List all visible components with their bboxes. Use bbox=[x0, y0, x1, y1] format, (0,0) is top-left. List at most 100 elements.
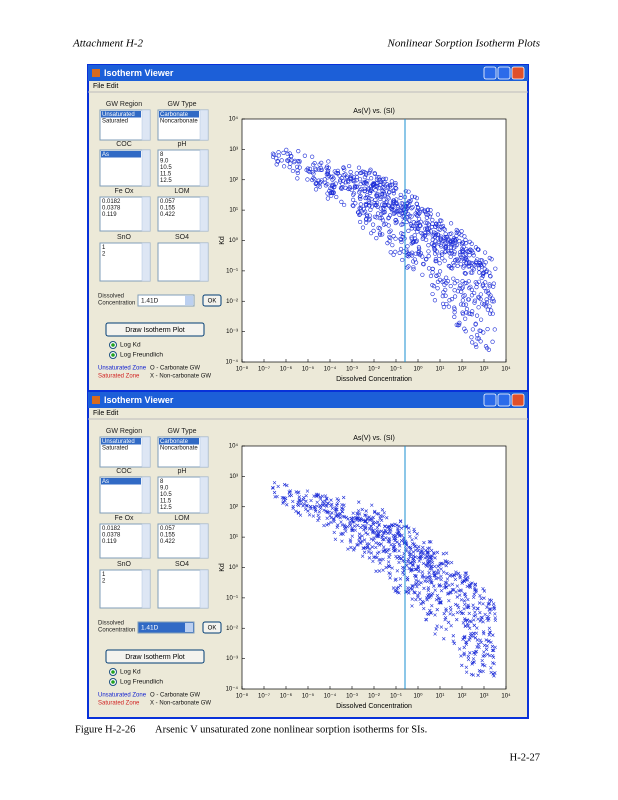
list-item[interactable]: 2 bbox=[102, 579, 106, 585]
list-item[interactable]: 11.5 bbox=[160, 172, 172, 178]
scatter-point bbox=[394, 577, 398, 581]
list-item[interactable]: 0.119 bbox=[102, 212, 117, 218]
scatter-point bbox=[444, 563, 448, 568]
draw-button[interactable] bbox=[105, 322, 205, 337]
list-item[interactable]: 8 bbox=[160, 479, 164, 485]
concentration-dropdown[interactable] bbox=[137, 294, 195, 307]
ok-button[interactable] bbox=[202, 621, 222, 634]
list-item[interactable]: 12.5 bbox=[160, 505, 172, 511]
scatter-point bbox=[387, 204, 392, 209]
scatter-point bbox=[453, 602, 458, 607]
list-box[interactable] bbox=[157, 569, 209, 609]
maximize-button[interactable] bbox=[497, 66, 511, 80]
scatter-point bbox=[322, 508, 326, 512]
scatter-point bbox=[362, 175, 367, 180]
scatter-point bbox=[425, 575, 430, 579]
list-box[interactable] bbox=[157, 149, 209, 187]
list-item[interactable]: 0.155 bbox=[160, 206, 176, 212]
scatter-point bbox=[483, 612, 487, 617]
close-button[interactable] bbox=[511, 66, 525, 80]
maximize-button[interactable] bbox=[497, 393, 511, 407]
scatter-point bbox=[291, 506, 295, 510]
list-item[interactable]: 0.422 bbox=[160, 212, 176, 218]
scatter-point bbox=[445, 278, 451, 284]
scatter-point bbox=[459, 229, 464, 234]
scatter-point bbox=[422, 586, 426, 591]
scatter-point bbox=[391, 211, 396, 217]
list-item[interactable]: 0.155 bbox=[160, 533, 176, 539]
scatter-point bbox=[478, 292, 483, 297]
y-tick-label: 10⁻⁴ bbox=[226, 359, 239, 366]
list-item[interactable]: 0.422 bbox=[160, 539, 176, 545]
scatter-point bbox=[452, 573, 456, 577]
minimize-button[interactable] bbox=[483, 66, 497, 80]
list-box[interactable] bbox=[99, 196, 151, 232]
list-scrollbar bbox=[141, 242, 151, 282]
scatter-point bbox=[346, 517, 350, 521]
list-item[interactable]: 0.0182 bbox=[102, 199, 121, 205]
scatter-point bbox=[324, 509, 328, 513]
list-item[interactable]: 1 bbox=[102, 572, 106, 578]
scatter-point bbox=[312, 504, 317, 509]
menu-bar[interactable]: File Edit bbox=[93, 410, 118, 417]
scatter-point bbox=[379, 542, 383, 546]
scatter-point bbox=[490, 311, 495, 316]
list-item[interactable]: Saturated bbox=[102, 446, 128, 452]
minimize-button[interactable] bbox=[483, 393, 497, 407]
list-item[interactable]: 10.5 bbox=[160, 492, 172, 498]
list-item[interactable]: 12.5 bbox=[160, 178, 172, 184]
list-item[interactable]: 0.0182 bbox=[102, 526, 121, 532]
list-item[interactable]: Carbonate bbox=[160, 439, 189, 445]
list-item[interactable]: 0.119 bbox=[102, 539, 117, 545]
list-item[interactable]: 9.0 bbox=[160, 159, 169, 165]
list-item[interactable]: 1 bbox=[102, 245, 106, 251]
list-item[interactable]: Saturated bbox=[102, 119, 128, 125]
list-item[interactable]: 11.5 bbox=[160, 499, 172, 505]
scatter-point bbox=[357, 190, 362, 195]
list-scrollbar bbox=[141, 149, 151, 187]
scatter-point bbox=[448, 612, 452, 616]
list-item[interactable]: Noncarbonate bbox=[160, 446, 198, 452]
concentration-dropdown[interactable] bbox=[137, 621, 195, 634]
scatter-point bbox=[340, 531, 344, 536]
menu-bar[interactable]: File Edit bbox=[93, 83, 118, 90]
list-box[interactable] bbox=[99, 569, 151, 609]
scatter-point bbox=[380, 232, 385, 237]
scatter-point bbox=[282, 496, 286, 500]
list-item[interactable]: 9.0 bbox=[160, 486, 169, 492]
list-item[interactable]: 8 bbox=[160, 152, 164, 158]
scatter-point bbox=[359, 186, 364, 192]
scatter-point bbox=[490, 653, 495, 658]
list-item[interactable]: Noncarbonate bbox=[160, 119, 198, 125]
scatter-point bbox=[434, 597, 439, 602]
x-tick-label: 10⁻⁷ bbox=[258, 366, 270, 373]
list-item[interactable]: 0.0378 bbox=[102, 533, 121, 539]
scatter-point bbox=[441, 278, 446, 283]
list-box[interactable] bbox=[99, 523, 151, 559]
scatter-point bbox=[401, 571, 405, 575]
list-item[interactable]: Unsaturated bbox=[102, 439, 135, 445]
list-item[interactable]: As bbox=[102, 152, 109, 158]
scatter-point bbox=[391, 549, 396, 553]
list-item[interactable]: 2 bbox=[102, 252, 106, 258]
scatter-point bbox=[443, 618, 447, 622]
list-item[interactable]: 0.0378 bbox=[102, 206, 121, 212]
ok-button[interactable] bbox=[202, 294, 222, 307]
list-item[interactable]: 0.057 bbox=[160, 199, 176, 205]
draw-button[interactable] bbox=[105, 649, 205, 664]
scatter-point bbox=[430, 560, 435, 565]
list-item[interactable]: As bbox=[102, 479, 109, 485]
scatter-point bbox=[459, 254, 464, 260]
list-item[interactable]: 0.057 bbox=[160, 526, 176, 532]
list-item[interactable]: Carbonate bbox=[160, 112, 189, 118]
scatter-point bbox=[377, 529, 381, 534]
list-item[interactable]: Unsaturated bbox=[102, 112, 135, 118]
list-item[interactable]: 10.5 bbox=[160, 165, 172, 171]
x-tick-label: 10⁻³ bbox=[346, 367, 358, 373]
scatter-point bbox=[387, 234, 392, 240]
scatter-point bbox=[360, 507, 364, 512]
close-button[interactable] bbox=[511, 393, 525, 407]
scatter-point bbox=[324, 164, 330, 169]
scatter-point bbox=[477, 601, 482, 605]
scatter-point bbox=[395, 586, 399, 590]
